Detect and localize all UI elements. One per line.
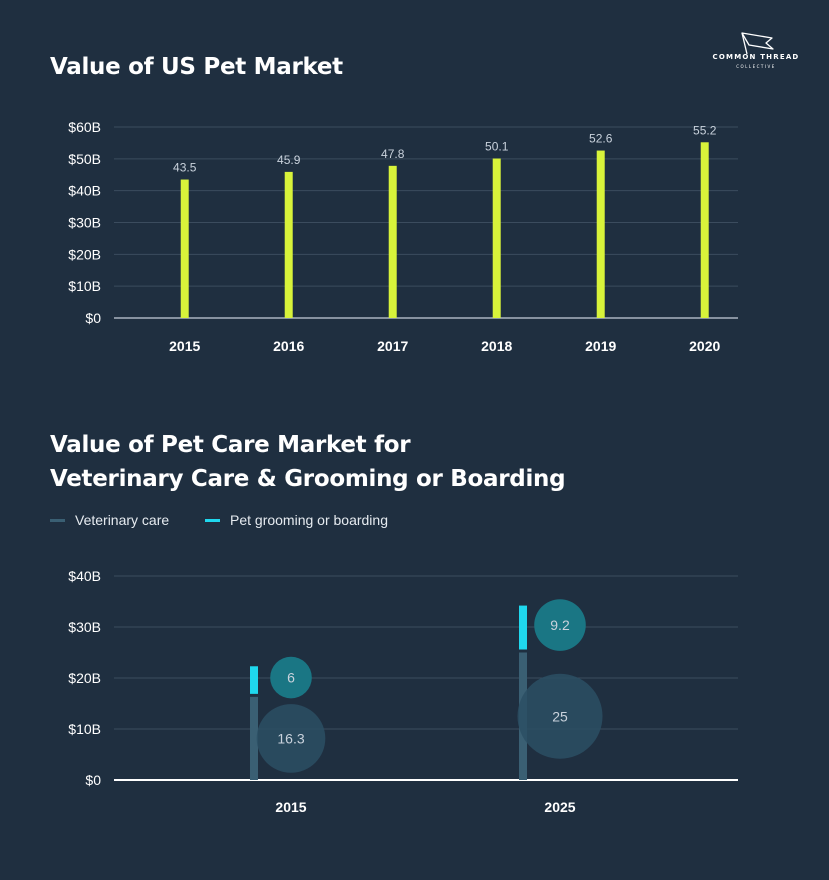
data-label-2016: 45.9 [277, 153, 301, 167]
bar-2015-veterinary-care [250, 696, 258, 780]
y-tick-label: $30B [68, 215, 101, 231]
bar-2025-pet-grooming-or-boarding [519, 605, 527, 650]
y-tick-label: $20B [68, 670, 101, 686]
bar-2018 [492, 158, 501, 318]
bubble-2015-pet-grooming-or-boarding [270, 656, 312, 699]
x-tick-label-2019: 2019 [585, 338, 616, 354]
y-tick-label: $10B [68, 721, 101, 737]
data-label-2017: 47.8 [381, 147, 405, 161]
y-tick-label: $20B [68, 246, 101, 262]
y-tick-label: $0 [85, 310, 101, 326]
bubble-2015-veterinary-care [256, 704, 326, 773]
legend-item-veterinary: Veterinary care [50, 512, 169, 528]
bar-2020 [700, 142, 709, 318]
bar-2019 [596, 150, 605, 318]
data-label-2015: 43.5 [173, 161, 197, 175]
bar-2016 [284, 171, 293, 318]
bubble-2025-veterinary-care [517, 673, 603, 759]
pet-care-chart-title-line-2: Veterinary Care & Grooming or Boarding [50, 466, 566, 492]
data-label-2015-1: 6 [287, 670, 295, 686]
data-label-2020: 55.2 [693, 123, 717, 137]
data-label-2018: 50.1 [485, 140, 509, 154]
data-label-2025-0: 25 [552, 708, 568, 724]
bar-2017 [388, 165, 397, 318]
legend-label-grooming: Pet grooming or boarding [230, 512, 388, 528]
y-tick-label: $30B [68, 619, 101, 635]
x-tick-label-2020: 2020 [689, 338, 720, 354]
data-label-2025-1: 9.2 [550, 617, 570, 633]
y-tick-label: $0 [85, 772, 101, 788]
legend-item-grooming: Pet grooming or boarding [205, 512, 388, 528]
legend-swatch-veterinary [50, 518, 65, 522]
bar-2015 [180, 179, 189, 318]
data-label-2015-0: 16.3 [277, 730, 304, 746]
x-tick-label-2017: 2017 [377, 338, 408, 354]
x-tick-label-2015: 2015 [169, 338, 200, 354]
x-tick-label-2025: 2025 [544, 799, 575, 815]
pet-care-chart-title-line-1: Value of Pet Care Market for [50, 432, 411, 458]
bar-2015-pet-grooming-or-boarding [250, 666, 258, 694]
pet-market-bar-chart: $0 $10B $20B $30B $40B $50B $60B 43.5 2015 45.9 20… [68, 119, 738, 354]
common-thread-logo: COMMON THREAD COLLECTIVE [706, 30, 806, 76]
bubble-2025-pet-grooming-or-boarding [534, 599, 586, 651]
data-label-2019: 52.6 [589, 132, 613, 146]
y-tick-label: $60B [68, 119, 101, 135]
y-tick-label: $50B [68, 151, 101, 167]
pet-care-stacked-chart: $0 $10B $20B $30B $40B 16.3 6 2015 25 9.2 2025 [68, 568, 738, 815]
y-tick-label: $10B [68, 278, 101, 294]
legend-swatch-grooming [205, 518, 220, 522]
x-tick-label-2015: 2015 [275, 799, 306, 815]
pet-market-chart-title: Value of US Pet Market [50, 54, 343, 80]
legend-label-veterinary: Veterinary care [75, 512, 170, 528]
y-tick-label: $40B [68, 183, 101, 199]
x-tick-label-2016: 2016 [273, 338, 304, 354]
y-tick-label: $40B [68, 568, 101, 584]
logo-tagline: COLLECTIVE [736, 64, 776, 69]
logo-wordmark: COMMON THREAD [712, 53, 800, 61]
flag-icon [741, 32, 774, 55]
x-tick-label-2018: 2018 [481, 338, 512, 354]
